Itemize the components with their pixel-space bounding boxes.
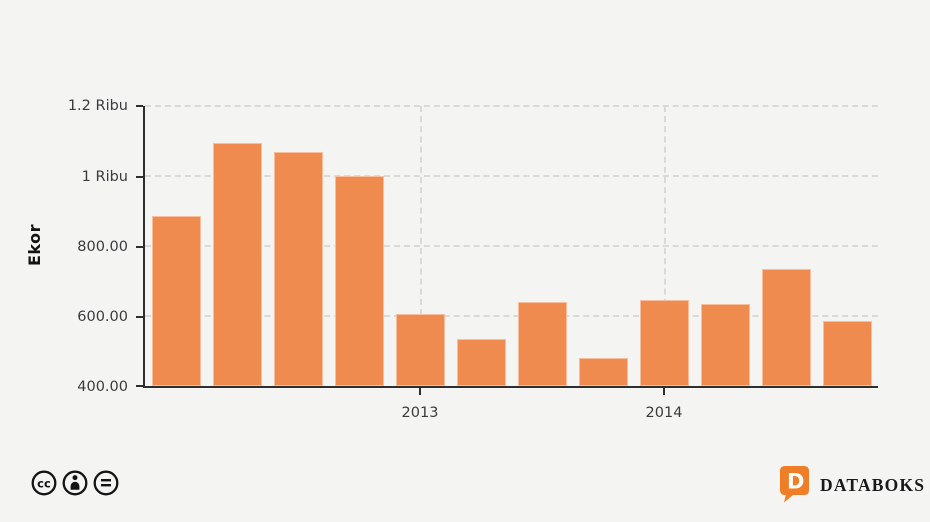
bar-11 (762, 269, 811, 386)
bar-6 (457, 338, 506, 386)
y-tick-label-600: 600.00 (77, 309, 128, 325)
y-tick-mark (136, 316, 143, 318)
y-tick-mark (136, 246, 143, 248)
y-tick-label-1000: 1 Ribu (81, 169, 128, 185)
y-tick-label-800: 800.00 (77, 239, 128, 255)
plot-area (143, 105, 878, 388)
y-tick-mark (136, 385, 143, 387)
y-tick-label-400: 400.00 (77, 379, 128, 395)
bar-9 (640, 300, 689, 386)
bar-7 (518, 302, 567, 386)
x-tick-mark-2013 (419, 388, 421, 395)
cc-icon: cc (31, 470, 57, 496)
bar-1 (152, 216, 201, 386)
gridline-1000 (145, 175, 878, 177)
x-tick-label-2014: 2014 (645, 405, 683, 421)
brand-logo: D DATABOKS (780, 466, 924, 506)
license-badge: cc (30, 468, 125, 502)
brand-name: DATABOKS (820, 475, 926, 495)
bar-5 (396, 314, 445, 386)
gridline-600 (145, 315, 878, 317)
cc-letters: cc (37, 476, 51, 490)
databoks-icon-letter: D (787, 470, 804, 494)
gridline-2013 (419, 106, 422, 386)
x-tick-mark-2014 (663, 388, 665, 395)
y-tick-mark (136, 176, 143, 178)
gridline-1200 (145, 105, 878, 107)
cc-nd-icon (93, 470, 119, 496)
databoks-icon: D (780, 466, 809, 503)
y-tick-label-1200: 1.2 Ribu (67, 98, 128, 114)
gridline-800 (145, 245, 878, 247)
gridline-2014 (663, 106, 666, 386)
bar-4 (335, 176, 384, 386)
bar-10 (701, 303, 750, 386)
y-tick-mark (136, 105, 143, 107)
cc-by-icon (62, 470, 88, 496)
bar-12 (823, 320, 872, 386)
x-tick-label-2013: 2013 (401, 405, 439, 421)
bar-3 (274, 151, 323, 386)
bar-2 (213, 142, 262, 386)
bar-8 (579, 358, 628, 386)
